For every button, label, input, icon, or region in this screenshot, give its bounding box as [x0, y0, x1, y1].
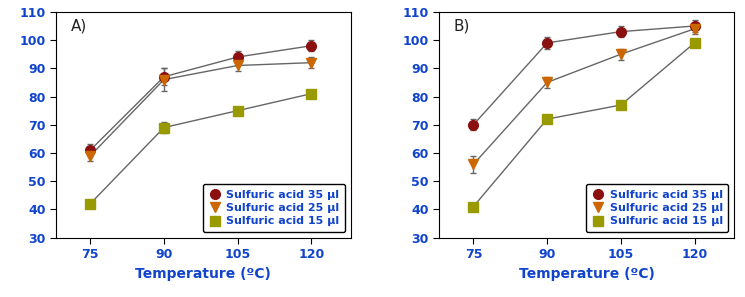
Line: Sulfuric acid 35 µl: Sulfuric acid 35 µl — [86, 41, 316, 155]
Sulfuric acid 15 µl — [616, 103, 625, 107]
Legend: Sulfuric acid 35 µl, Sulfuric acid 25 µl, Sulfuric acid 15 µl: Sulfuric acid 35 µl, Sulfuric acid 25 µl… — [586, 184, 729, 232]
Line: Sulfuric acid 25 µl: Sulfuric acid 25 µl — [86, 58, 316, 161]
Line: Sulfuric acid 15 µl: Sulfuric acid 15 µl — [469, 38, 700, 211]
Sulfuric acid 35 µl — [542, 41, 551, 45]
X-axis label: Temperature (ºC): Temperature (ºC) — [519, 267, 654, 281]
Sulfuric acid 15 µl — [469, 205, 478, 208]
Sulfuric acid 35 µl — [159, 75, 168, 79]
Sulfuric acid 15 µl — [542, 117, 551, 121]
Legend: Sulfuric acid 35 µl, Sulfuric acid 25 µl, Sulfuric acid 15 µl: Sulfuric acid 35 µl, Sulfuric acid 25 µl… — [203, 184, 345, 232]
Text: B): B) — [454, 19, 470, 34]
Sulfuric acid 25 µl — [616, 53, 625, 56]
Sulfuric acid 25 µl — [233, 64, 242, 67]
Sulfuric acid 35 µl — [307, 44, 316, 48]
Sulfuric acid 35 µl — [690, 24, 699, 28]
X-axis label: Temperature (ºC): Temperature (ºC) — [136, 267, 271, 281]
Sulfuric acid 25 µl — [469, 162, 478, 166]
Sulfuric acid 35 µl — [233, 55, 242, 59]
Sulfuric acid 15 µl — [159, 126, 168, 129]
Sulfuric acid 25 µl — [542, 80, 551, 84]
Sulfuric acid 35 µl — [86, 148, 95, 152]
Line: Sulfuric acid 25 µl: Sulfuric acid 25 µl — [469, 24, 700, 169]
Sulfuric acid 25 µl — [159, 78, 168, 81]
Sulfuric acid 35 µl — [469, 123, 478, 127]
Line: Sulfuric acid 15 µl: Sulfuric acid 15 µl — [86, 89, 316, 208]
Sulfuric acid 15 µl — [86, 202, 95, 206]
Sulfuric acid 25 µl — [307, 61, 316, 64]
Sulfuric acid 25 µl — [86, 154, 95, 158]
Text: A): A) — [71, 19, 87, 34]
Sulfuric acid 15 µl — [307, 92, 316, 96]
Sulfuric acid 35 µl — [616, 30, 625, 34]
Sulfuric acid 25 µl — [690, 27, 699, 31]
Line: Sulfuric acid 35 µl: Sulfuric acid 35 µl — [469, 21, 700, 129]
Sulfuric acid 15 µl — [690, 41, 699, 45]
Sulfuric acid 15 µl — [233, 109, 242, 113]
